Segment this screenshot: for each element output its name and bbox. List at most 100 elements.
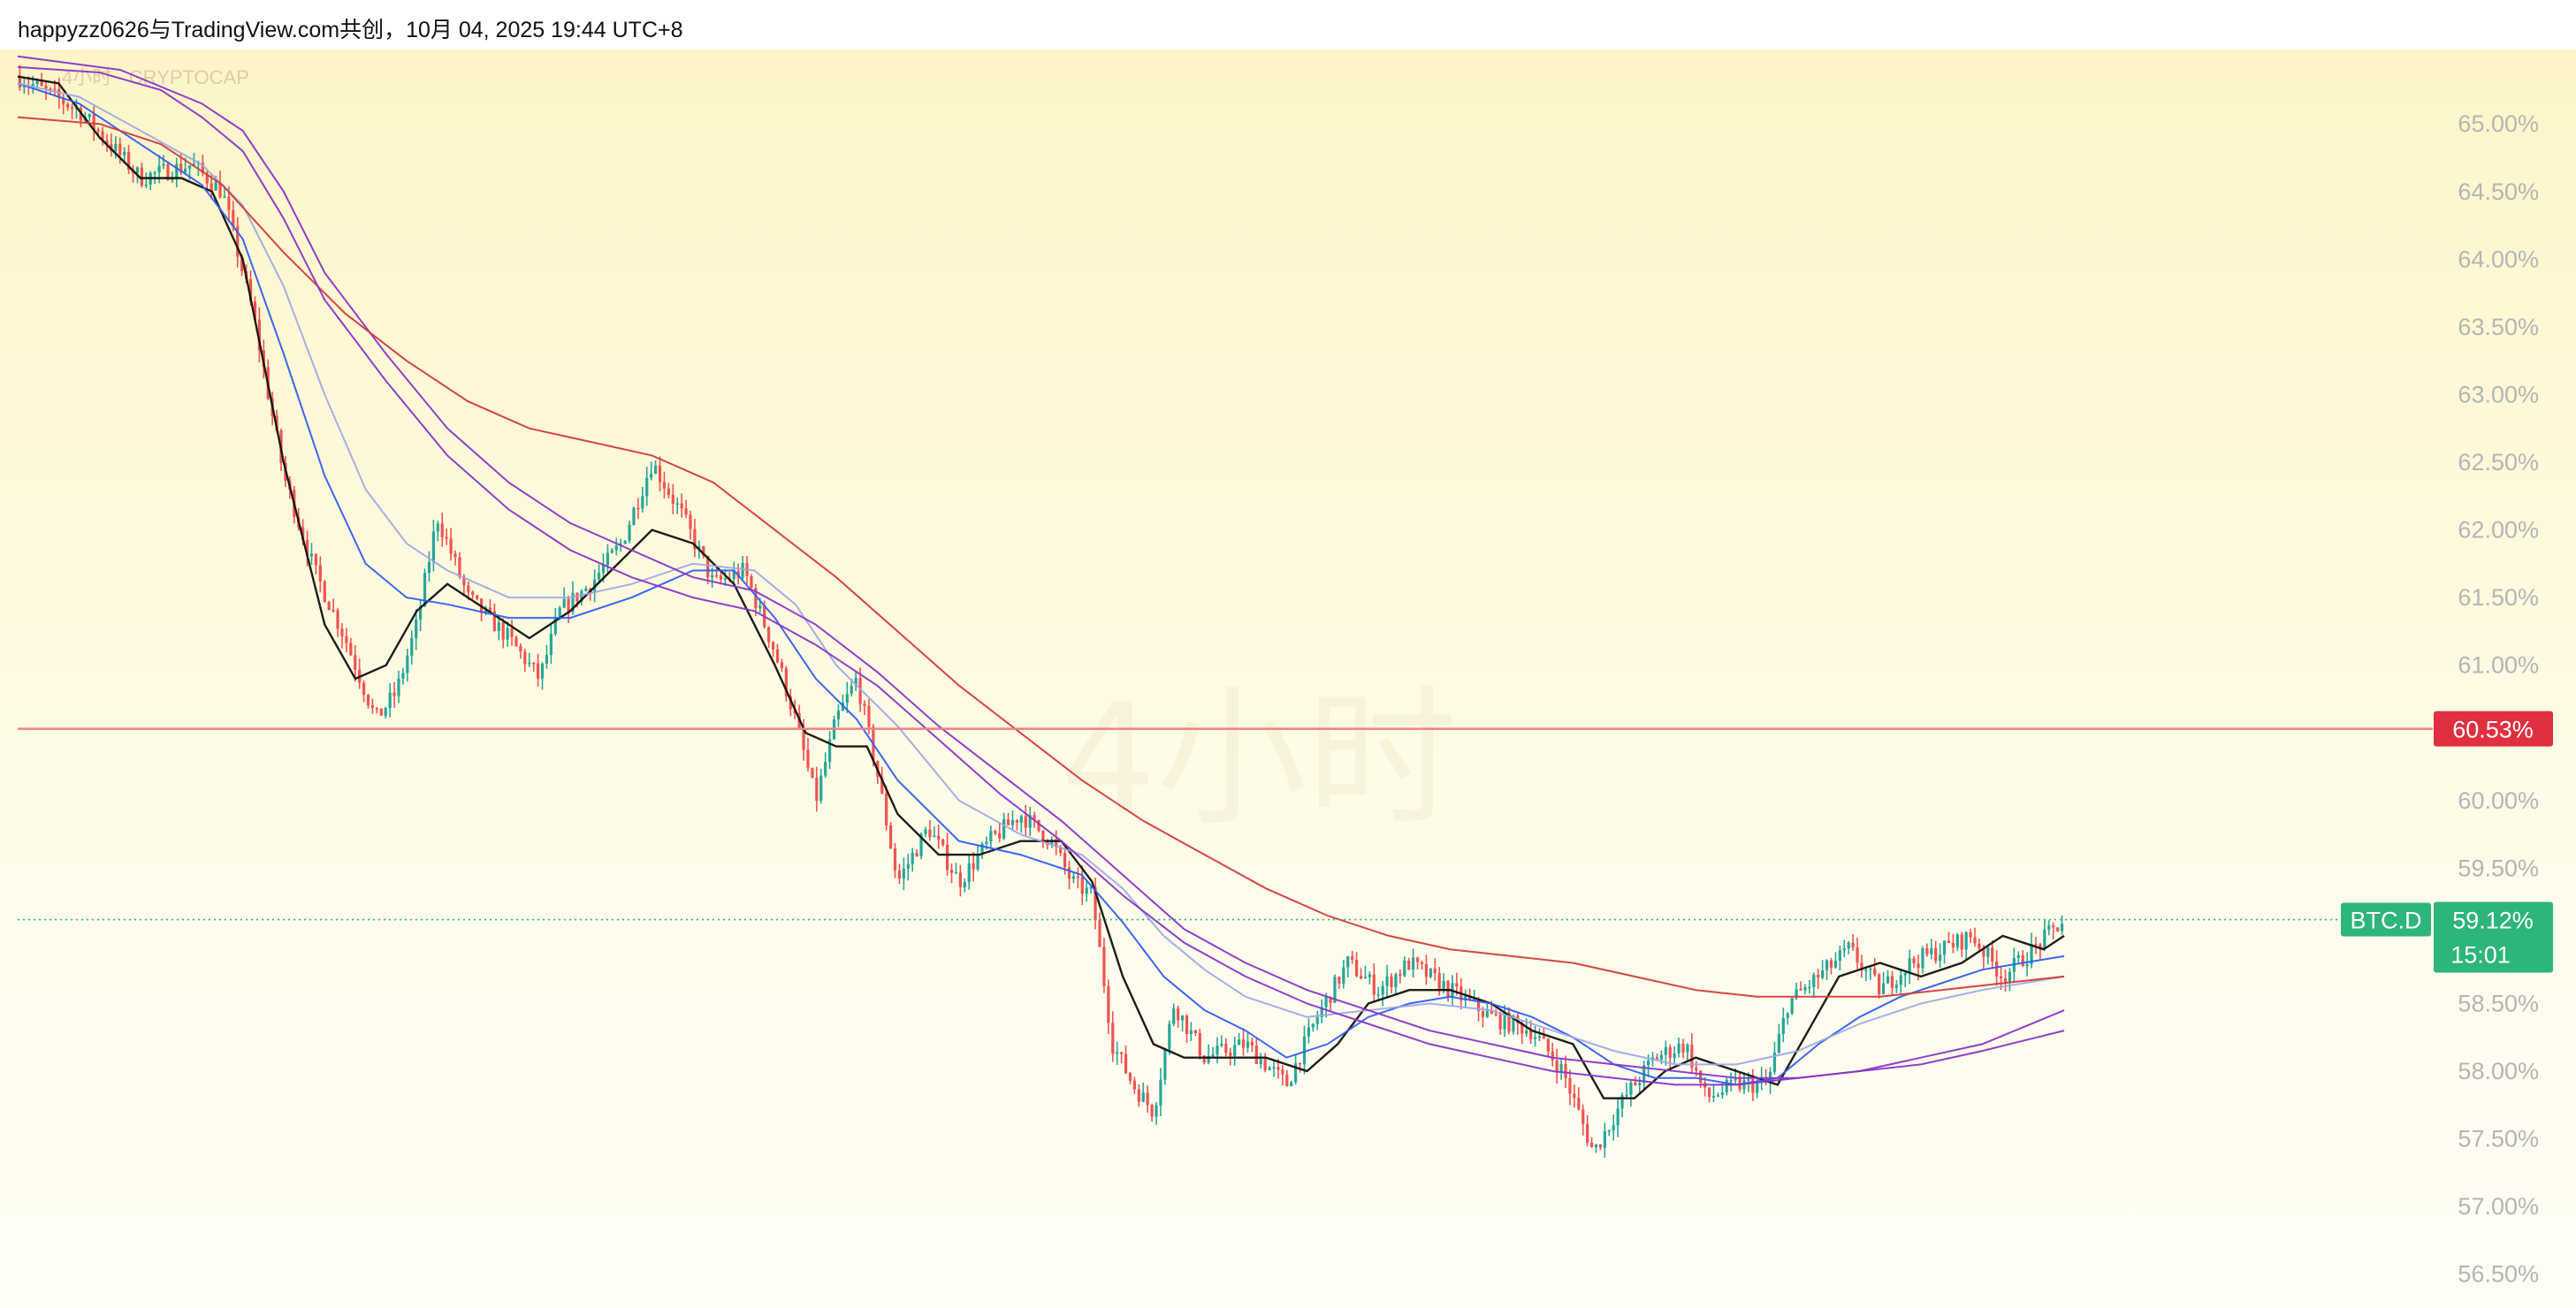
candle-body (2052, 925, 2055, 928)
candle-body (1385, 976, 1389, 986)
candle-body (1015, 820, 1019, 823)
candle-body (1132, 1080, 1136, 1090)
candle-body (1111, 1023, 1115, 1054)
candle-body (902, 868, 905, 879)
candle-body (1725, 1080, 1728, 1092)
candle-body (958, 872, 962, 887)
candle-body (392, 692, 396, 696)
candle-body (1955, 934, 1959, 947)
candle-body (972, 863, 975, 870)
candle-body (1346, 956, 1350, 968)
candle-body (1412, 957, 1415, 970)
candle-body (1281, 1069, 1284, 1075)
candle-body (1498, 1014, 1502, 1030)
candle-body (184, 168, 187, 172)
candle-body (1808, 986, 1811, 989)
candle-body (375, 708, 378, 710)
candle-body (1198, 1033, 1201, 1056)
candle-body (545, 655, 549, 664)
y-tick-label: 63.50% (2458, 314, 2539, 340)
level-price-tag (2434, 711, 2553, 747)
candle-body (1342, 967, 1345, 985)
candle-body (811, 767, 814, 778)
candle-body (2008, 971, 2012, 982)
candle-body (1803, 987, 1807, 991)
moving-average-line (17, 82, 2065, 1066)
candle-body (1033, 815, 1036, 820)
candle-body (476, 595, 479, 599)
candle-body (1781, 1017, 1785, 1035)
candle-body (946, 844, 949, 871)
candle-body (1472, 998, 1476, 1000)
candle-body (1320, 1007, 1323, 1017)
candle-body (1573, 1093, 1576, 1099)
candle-body (236, 225, 240, 257)
candle-body (1503, 1012, 1506, 1030)
candle-body (1869, 968, 1872, 970)
candle-body (697, 546, 701, 550)
candle-body (327, 601, 331, 611)
candle-body (323, 581, 326, 602)
candle-body (1729, 1080, 1733, 1082)
candle-body (994, 831, 997, 833)
candle-body (1999, 976, 2003, 979)
candle-body (650, 474, 653, 478)
candle-body (1076, 876, 1079, 878)
candle-body (445, 536, 448, 539)
candle-body (858, 678, 862, 704)
y-tick-label: 61.50% (2458, 584, 2539, 611)
header-attribution: happyzz0626与TradingView.com共创，10月 04, 20… (18, 18, 683, 42)
candle-body (1886, 976, 1890, 984)
candle-body (101, 131, 104, 141)
candle-body (628, 524, 631, 541)
candle-body (1437, 973, 1441, 991)
candle-body (397, 678, 400, 696)
candle-body (1246, 1041, 1250, 1048)
candle-body (863, 703, 866, 706)
candle-body (1355, 959, 1359, 977)
candle-body (562, 598, 566, 608)
candle-body (1842, 947, 1846, 951)
candle-body (57, 88, 61, 98)
candle-body (162, 164, 165, 166)
candle-body (458, 557, 461, 577)
candle-body (1259, 1059, 1262, 1065)
candle-body (1494, 1014, 1498, 1015)
candle-body (928, 829, 932, 838)
candle-body (571, 592, 575, 612)
candle-body (880, 777, 884, 794)
candle-body (497, 622, 500, 632)
candle-body (750, 575, 753, 589)
candle-body (1864, 970, 1868, 971)
candle-body (92, 114, 95, 130)
candle-body (854, 678, 857, 686)
candle-body (1338, 977, 1341, 985)
candle-body (2016, 954, 2020, 959)
level-price-label: 60.53% (2452, 717, 2534, 743)
candle-body (2025, 964, 2029, 967)
candle-body (523, 651, 527, 665)
candle-body (780, 662, 784, 669)
candle-body (1986, 947, 1990, 957)
candle-body (1668, 1046, 1672, 1059)
candle-body (1542, 1036, 1545, 1039)
candle-body (1995, 961, 1999, 977)
candle-body (1507, 1012, 1511, 1032)
candle-body (867, 705, 871, 727)
candle-body (1333, 977, 1337, 1003)
candle-body (1756, 1083, 1759, 1093)
candle-body (501, 622, 505, 640)
candle-body (144, 184, 148, 186)
candle-body (35, 81, 39, 85)
candle-body (1908, 958, 1911, 973)
chart-area[interactable] (0, 49, 2576, 1308)
candle-body (732, 571, 735, 580)
candle-body (157, 165, 161, 173)
candle-body (1433, 968, 1437, 974)
candle-body (2047, 925, 2051, 930)
candle-body (580, 590, 583, 602)
candle-body (1141, 1092, 1145, 1102)
candle-body (171, 179, 174, 181)
candle-body (1207, 1056, 1210, 1063)
